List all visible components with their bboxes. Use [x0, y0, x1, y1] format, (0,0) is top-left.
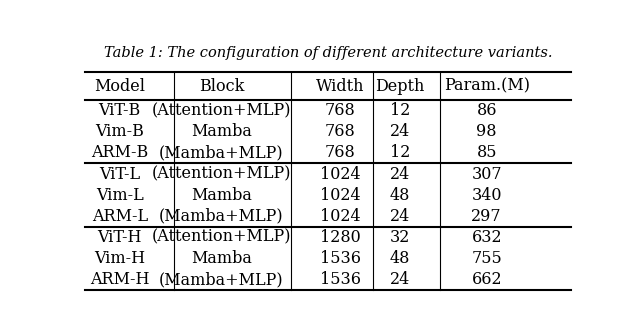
Text: Vim-H: Vim-H [94, 250, 145, 267]
Text: ViT-B: ViT-B [99, 102, 141, 119]
Text: Model: Model [94, 78, 145, 95]
Text: Depth: Depth [375, 78, 424, 95]
Text: 297: 297 [472, 208, 502, 225]
Text: (Mamba+MLP): (Mamba+MLP) [159, 208, 284, 225]
Text: 632: 632 [472, 229, 502, 246]
Text: Table 1: The configuration of different architecture variants.: Table 1: The configuration of different … [104, 46, 552, 60]
Text: (Attention+MLP): (Attention+MLP) [152, 229, 291, 246]
Text: ARM-L: ARM-L [92, 208, 148, 225]
Text: Vim-L: Vim-L [96, 186, 143, 203]
Text: Block: Block [198, 78, 244, 95]
Text: ViT-H: ViT-H [97, 229, 142, 246]
Text: Mamba: Mamba [191, 186, 252, 203]
Text: 24: 24 [390, 208, 410, 225]
Text: (Attention+MLP): (Attention+MLP) [152, 166, 291, 182]
Text: 1024: 1024 [320, 166, 361, 182]
Text: 24: 24 [390, 123, 410, 140]
Text: 32: 32 [390, 229, 410, 246]
Text: 1024: 1024 [320, 208, 361, 225]
Text: 768: 768 [325, 145, 356, 162]
Text: 98: 98 [476, 123, 497, 140]
Text: 85: 85 [476, 145, 497, 162]
Text: 24: 24 [390, 271, 410, 288]
Text: 12: 12 [390, 145, 410, 162]
Text: 86: 86 [476, 102, 497, 119]
Text: 662: 662 [472, 271, 502, 288]
Text: 48: 48 [390, 250, 410, 267]
Text: (Attention+MLP): (Attention+MLP) [152, 102, 291, 119]
Text: 755: 755 [471, 250, 502, 267]
Text: Mamba: Mamba [191, 250, 252, 267]
Text: Mamba: Mamba [191, 123, 252, 140]
Text: 340: 340 [472, 186, 502, 203]
Text: Width: Width [316, 78, 365, 95]
Text: (Mamba+MLP): (Mamba+MLP) [159, 271, 284, 288]
Text: Vim-B: Vim-B [95, 123, 144, 140]
Text: ViT-L: ViT-L [99, 166, 140, 182]
Text: 24: 24 [390, 166, 410, 182]
Text: 1536: 1536 [320, 271, 361, 288]
Text: 768: 768 [325, 123, 356, 140]
Text: 48: 48 [390, 186, 410, 203]
Text: ARM-H: ARM-H [90, 271, 149, 288]
Text: 1024: 1024 [320, 186, 361, 203]
Text: Param.(M): Param.(M) [444, 78, 530, 95]
Text: (Mamba+MLP): (Mamba+MLP) [159, 145, 284, 162]
Text: 768: 768 [325, 102, 356, 119]
Text: 307: 307 [472, 166, 502, 182]
Text: 1536: 1536 [320, 250, 361, 267]
Text: 12: 12 [390, 102, 410, 119]
Text: 1280: 1280 [320, 229, 361, 246]
Text: ARM-B: ARM-B [91, 145, 148, 162]
